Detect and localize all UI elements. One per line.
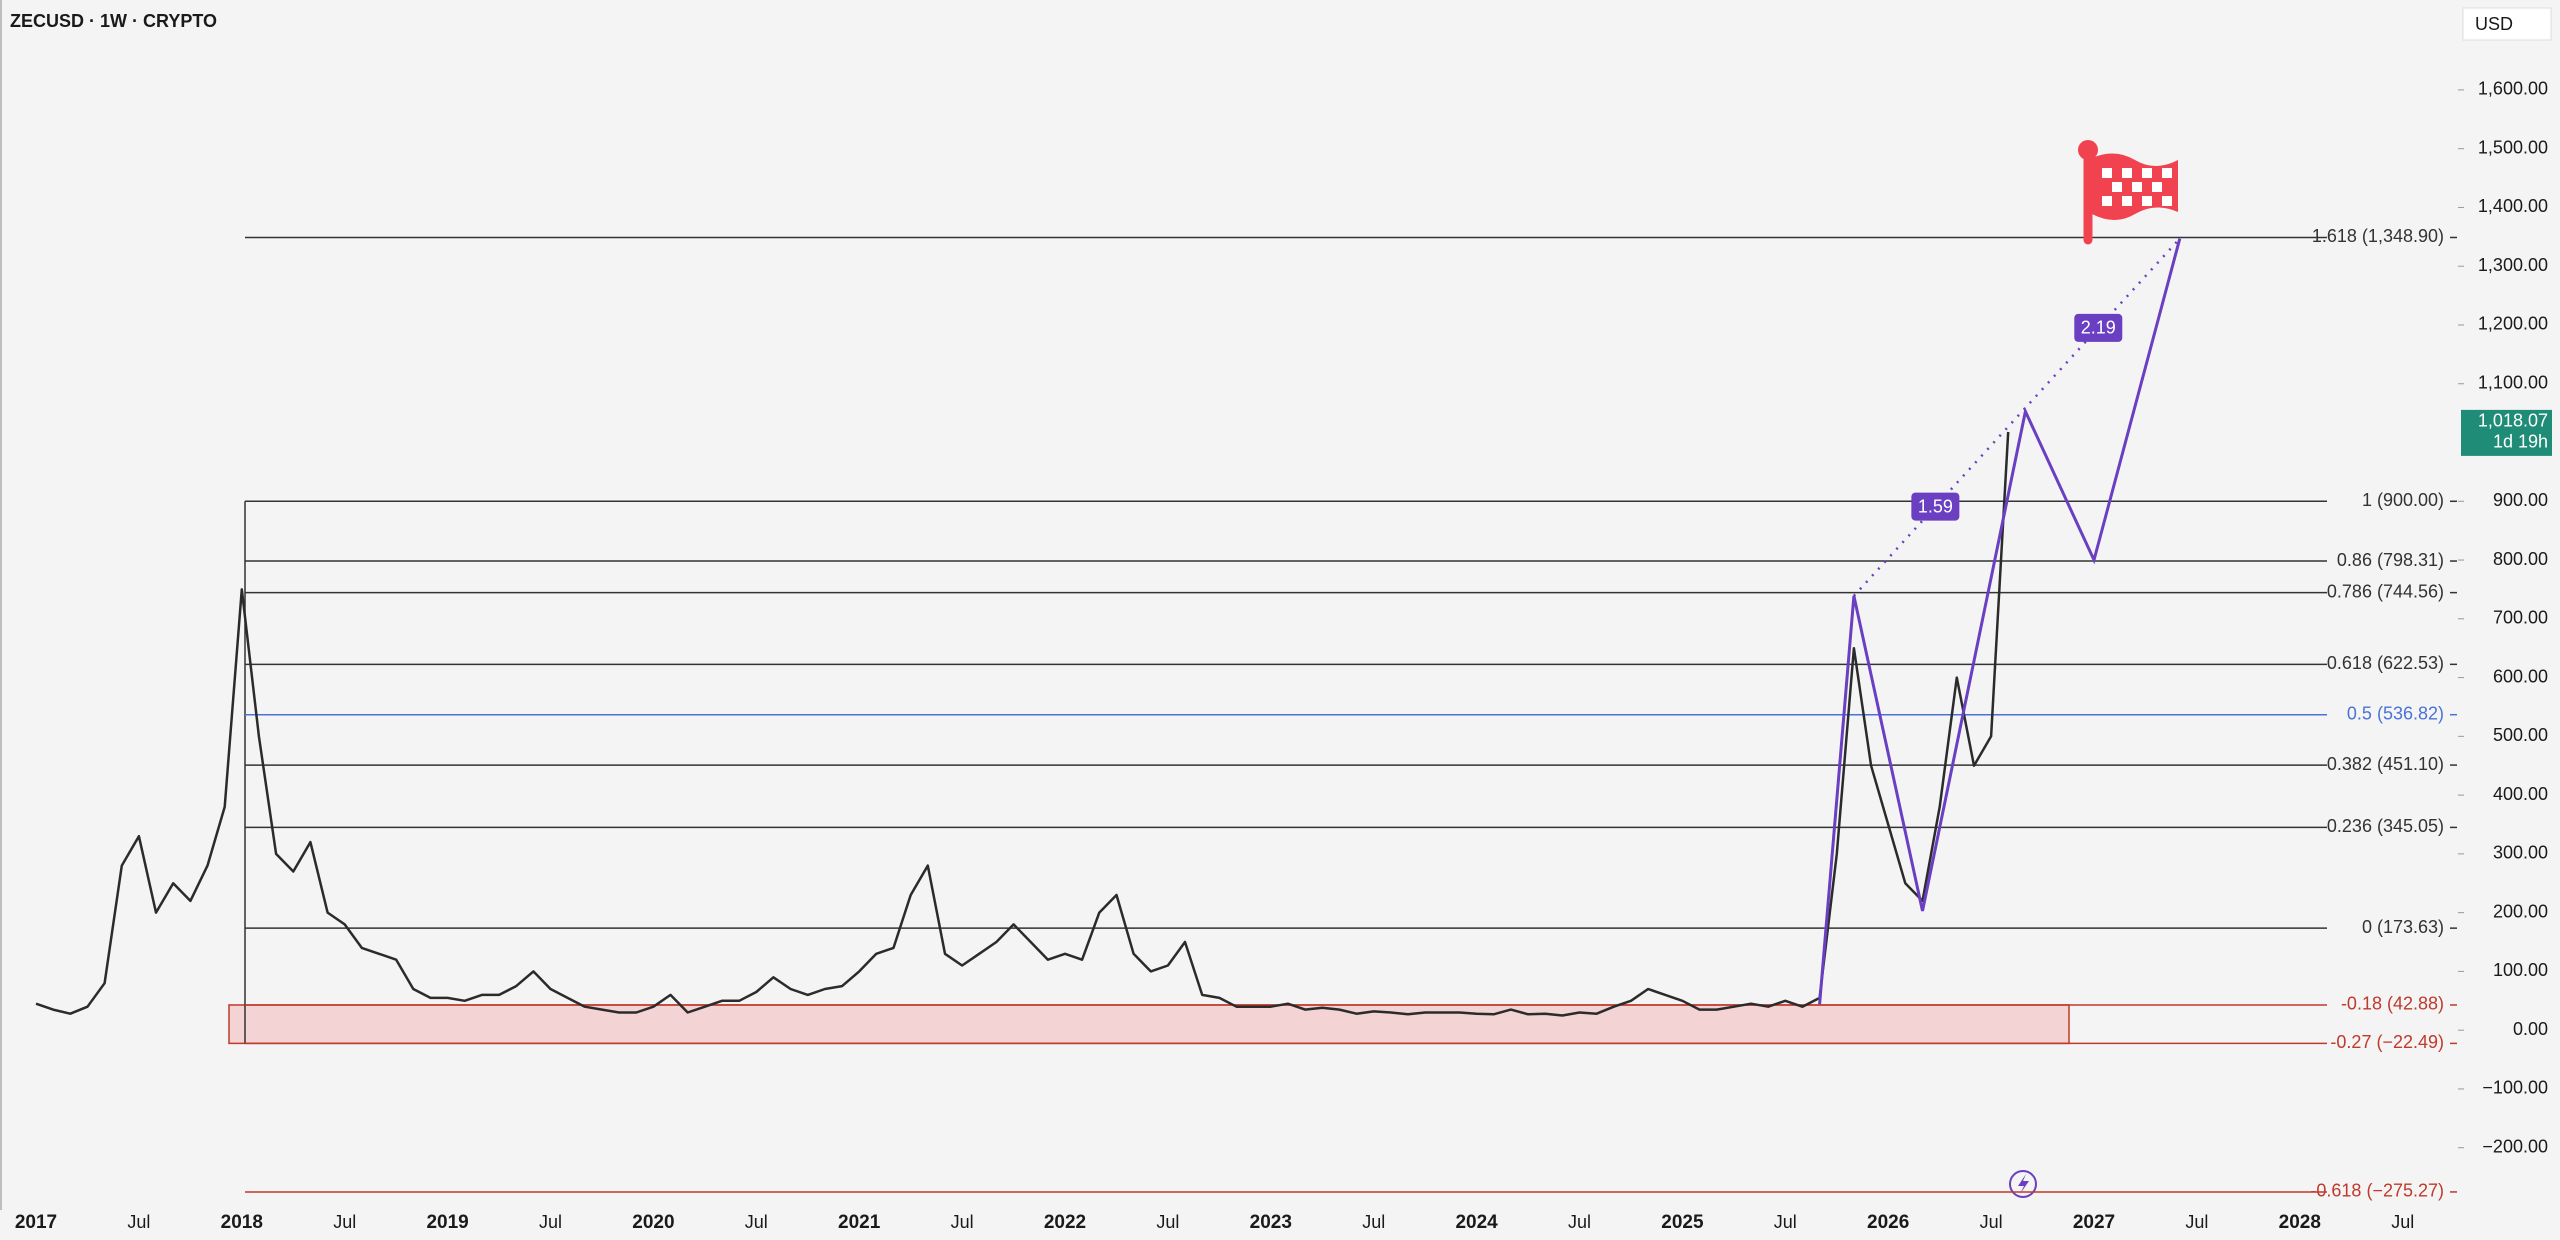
x-tick-label: Jul — [2391, 1212, 2414, 1232]
x-tick-label: Jul — [1980, 1212, 2003, 1232]
y-tick-label: 200.00 — [2493, 901, 2548, 921]
fib-label: 0.382 (451.10) — [2327, 754, 2444, 774]
x-tick-label: 2022 — [1044, 1212, 1086, 1233]
x-tick-label: 2028 — [2279, 1212, 2321, 1233]
fib-label: 0 (173.63) — [2362, 917, 2444, 937]
x-tick-label: 2025 — [1661, 1212, 1704, 1233]
target-flag — [2078, 140, 2178, 245]
fib-label: 1 (900.00) — [2362, 490, 2444, 510]
y-tick-label: 1,200.00 — [2478, 314, 2548, 334]
y-tick-label: 1,300.00 — [2478, 255, 2548, 275]
replay-icon[interactable] — [2009, 1170, 2037, 1198]
x-tick-label: Jul — [1156, 1212, 1179, 1232]
ratio-label: 2.19 — [2081, 318, 2116, 338]
y-tick-label: −200.00 — [2482, 1136, 2548, 1156]
y-tick-label: 1,600.00 — [2478, 79, 2548, 99]
support-zone — [228, 1004, 2070, 1045]
x-tick-label: Jul — [1362, 1212, 1385, 1232]
x-tick-label: 2026 — [1867, 1212, 1909, 1233]
fib-label: 0.5 (536.82) — [2347, 703, 2444, 723]
x-tick-label: Jul — [1568, 1212, 1591, 1232]
y-tick-label: 900.00 — [2493, 490, 2548, 510]
x-tick-label: Jul — [539, 1212, 562, 1232]
x-tick-label: 2024 — [1455, 1212, 1498, 1233]
x-tick-label: Jul — [951, 1212, 974, 1232]
fib-label: 0.236 (345.05) — [2327, 816, 2444, 836]
y-tick-label: −100.00 — [2482, 1078, 2548, 1098]
currency-box[interactable] — [2462, 7, 2552, 41]
price-line — [35, 431, 2010, 1017]
x-tick-label: 2021 — [838, 1212, 881, 1233]
x-tick-label: Jul — [333, 1212, 356, 1232]
fib-label: 1.618 (1,348.90) — [2312, 226, 2444, 246]
fib-label: 0.618 (622.53) — [2327, 653, 2444, 673]
fib-label: -0.27 (−22.49) — [2330, 1032, 2444, 1052]
x-tick-label: Jul — [745, 1212, 768, 1232]
y-tick-label: 800.00 — [2493, 549, 2548, 569]
ratio-box — [2074, 313, 2123, 342]
projection-path — [1818, 238, 2182, 1005]
currency: USD — [2475, 14, 2513, 34]
x-tick-label: Jul — [2185, 1212, 2208, 1232]
fib-label: 0.786 (744.56) — [2327, 581, 2444, 601]
ratio-box — [1911, 492, 1960, 521]
last-price-label: 1,018.07 — [2478, 411, 2548, 431]
x-tick-label: 2027 — [2073, 1212, 2115, 1233]
chart-title: ZECUSD · 1W · CRYPTO — [10, 11, 217, 31]
ratio-label: 1.59 — [1918, 496, 1953, 516]
x-tick-label: 2020 — [632, 1212, 674, 1233]
y-tick-label: 100.00 — [2493, 960, 2548, 980]
x-tick-label: 2023 — [1250, 1212, 1292, 1233]
x-tick-label: Jul — [1774, 1212, 1797, 1232]
x-tick-label: 2018 — [221, 1212, 263, 1233]
countdown-label: 1d 19h — [2493, 432, 2548, 452]
y-tick-label: 1,100.00 — [2478, 372, 2548, 392]
y-tick-label: 400.00 — [2493, 784, 2548, 804]
x-tick-label: 2019 — [426, 1212, 468, 1233]
y-tick-label: 1,500.00 — [2478, 137, 2548, 157]
y-tick-label: 700.00 — [2493, 608, 2548, 628]
y-tick-label: 1,400.00 — [2478, 196, 2548, 216]
y-tick-label: 0.00 — [2513, 1019, 2548, 1039]
last-price-box — [2461, 409, 2552, 456]
y-tick-label: 300.00 — [2493, 843, 2548, 863]
x-tick-label: 2017 — [15, 1212, 57, 1233]
x-tick-label: Jul — [127, 1212, 150, 1232]
y-tick-label: 500.00 — [2493, 725, 2548, 745]
y-tick-label: 600.00 — [2493, 666, 2548, 686]
fib-label: -0.18 (42.88) — [2341, 994, 2444, 1014]
fib-label: -0.618 (−275.27) — [2310, 1181, 2444, 1201]
fib-label: 0.86 (798.31) — [2337, 550, 2444, 570]
